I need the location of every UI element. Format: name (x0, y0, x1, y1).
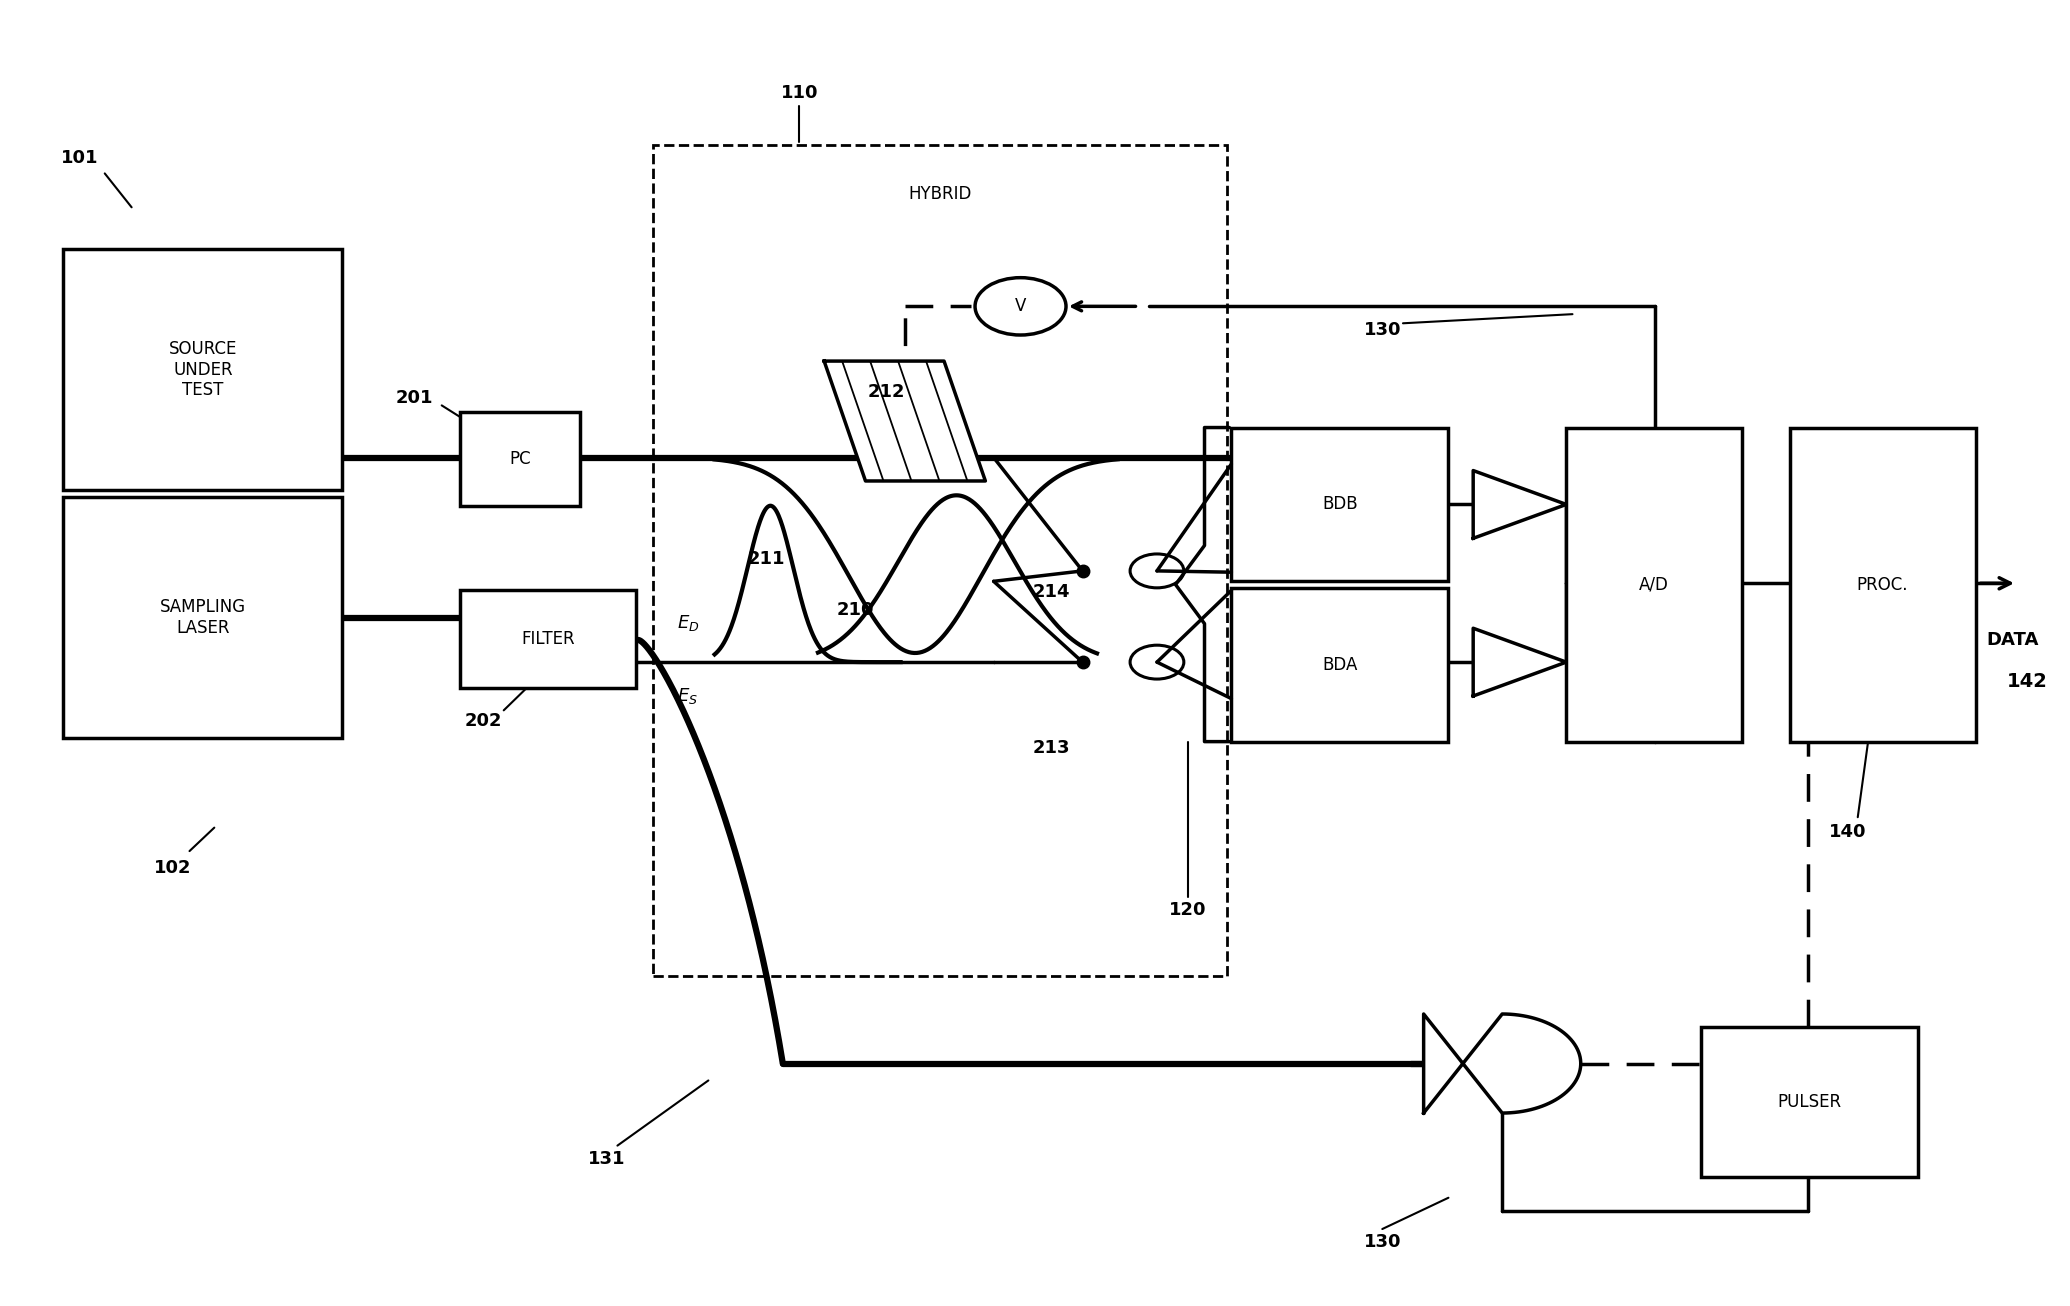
Text: 130: 130 (1364, 321, 1401, 338)
Bar (1567, 427, 1743, 742)
Text: 213: 213 (1033, 739, 1070, 757)
Bar (460, 590, 635, 688)
Text: BDA: BDA (1323, 656, 1358, 674)
Bar (1232, 588, 1449, 742)
Text: 130: 130 (1364, 1233, 1401, 1251)
Bar (460, 411, 580, 505)
Text: 142: 142 (2006, 673, 2047, 691)
Bar (652, 145, 1228, 976)
Text: BDB: BDB (1323, 495, 1358, 513)
Text: FILTER: FILTER (522, 631, 575, 648)
Text: DATA: DATA (1987, 631, 2039, 649)
Polygon shape (1474, 470, 1567, 538)
Text: PULSER: PULSER (1778, 1093, 1840, 1111)
Text: SOURCE
UNDER
TEST: SOURCE UNDER TEST (170, 340, 238, 400)
Text: 140: 140 (1828, 823, 1867, 841)
Text: 210: 210 (836, 601, 874, 619)
Text: V: V (1014, 298, 1027, 315)
Text: 101: 101 (62, 149, 99, 167)
Bar (64, 496, 342, 738)
Text: 120: 120 (1170, 901, 1207, 918)
Text: 110: 110 (780, 84, 818, 102)
Text: A/D: A/D (1639, 576, 1668, 594)
Polygon shape (1474, 628, 1567, 696)
Text: 211: 211 (747, 550, 785, 568)
Text: HYBRID: HYBRID (909, 185, 971, 204)
Text: 202: 202 (464, 712, 501, 730)
Text: 102: 102 (155, 859, 193, 878)
Text: 131: 131 (588, 1149, 625, 1168)
Circle shape (975, 278, 1066, 336)
Text: $E_S$: $E_S$ (677, 686, 698, 707)
Bar (1791, 427, 1975, 742)
Text: 212: 212 (867, 384, 905, 401)
Bar (64, 249, 342, 490)
Polygon shape (1424, 1013, 1581, 1113)
Text: PROC.: PROC. (1857, 576, 1909, 594)
Text: SAMPLING
LASER: SAMPLING LASER (159, 598, 246, 636)
Text: 201: 201 (395, 389, 433, 406)
Text: PC: PC (509, 449, 532, 468)
Polygon shape (824, 360, 985, 481)
Text: 214: 214 (1033, 582, 1070, 601)
Text: $E_D$: $E_D$ (677, 613, 700, 633)
Bar (1702, 1027, 1917, 1177)
Bar (1232, 427, 1449, 581)
